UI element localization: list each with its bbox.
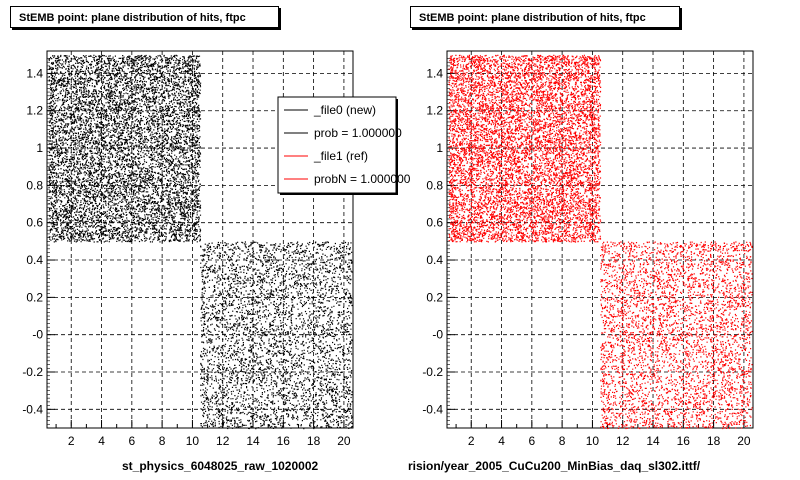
x-tick-label: 16 [277,434,291,448]
y-tick-label: 1.4 [26,66,43,80]
x-tick-label: 12 [216,434,230,448]
hit-points-region-1 [448,54,602,243]
x-tick-label: 4 [98,434,105,448]
hit-points-region-1 [48,54,202,243]
right-chart: 2 4 6 8 10 12 14 16 18 20 -0.4 -0.2 -0 0.2 0.4 0.6 0.8 1 1… [422,50,754,448]
legend-label: probN = 1.000000 [314,172,411,186]
x-tick-label: 18 [707,434,721,448]
y-tick-label: 1.4 [426,66,443,80]
x-tick-label: 20 [337,434,351,448]
y-tick-label: 1.2 [426,104,443,118]
x-tick-label: 10 [186,434,200,448]
legend-label: prob = 1.000000 [314,126,402,140]
x-tick-label: 14 [246,434,260,448]
x-tick-label: 6 [128,434,135,448]
x-tick-label: 10 [586,434,600,448]
y-tick-label: 0.6 [426,216,443,230]
y-tick-label: 0.6 [26,216,43,230]
y-tick-label: -0 [32,328,43,342]
y-tick-label: 1 [436,141,443,155]
x-tick-label: 6 [528,434,535,448]
x-tick-label: 16 [677,434,691,448]
y-tick-label: 0.2 [426,290,443,304]
x-tick-label: 18 [307,434,321,448]
y-tick-label: 1 [36,141,43,155]
y-tick-label: 0.2 [26,290,43,304]
y-tick-label: -0.2 [22,365,43,379]
y-tick-label: 0.8 [26,178,43,192]
hit-points-region-2 [200,241,353,430]
left-chart-title: StEMB point: plane distribution of hits,… [10,6,279,28]
y-tick-label: 0.4 [426,253,443,267]
legend-box [277,96,397,194]
right-x-axis-label: rision/year_2005_CuCu200_MinBias_daq_sl3… [408,459,701,473]
legend-label: _file1 (ref) [313,149,368,163]
x-tick-label: 8 [159,434,166,448]
legend-label: _file0 (new) [313,103,376,117]
y-tick-label: -0 [432,328,443,342]
x-tick-label: 14 [646,434,660,448]
left-chart: 2 4 6 8 10 12 14 16 18 20 -0.4 -0.2 -0 0.2 0.4 0.6 0.8 1 1… [22,50,411,448]
y-tick-label: 1.2 [26,104,43,118]
right-chart-title: StEMB point: plane distribution of hits,… [410,6,680,28]
left-x-axis-label: st_physics_6048025_raw_1020002 [122,459,319,473]
y-tick-label: 0.4 [26,253,43,267]
x-tick-label: 12 [616,434,630,448]
y-tick-label: 0.8 [426,178,443,192]
x-tick-label: 8 [559,434,566,448]
y-tick-label: -0.2 [422,365,443,379]
y-tick-label: -0.4 [422,402,443,416]
y-tick-label: -0.4 [22,402,43,416]
x-tick-label: 4 [498,434,505,448]
x-tick-label: 2 [68,434,75,448]
x-tick-label: 2 [468,434,475,448]
hit-points-region-2 [600,241,753,430]
x-tick-label: 20 [737,434,751,448]
